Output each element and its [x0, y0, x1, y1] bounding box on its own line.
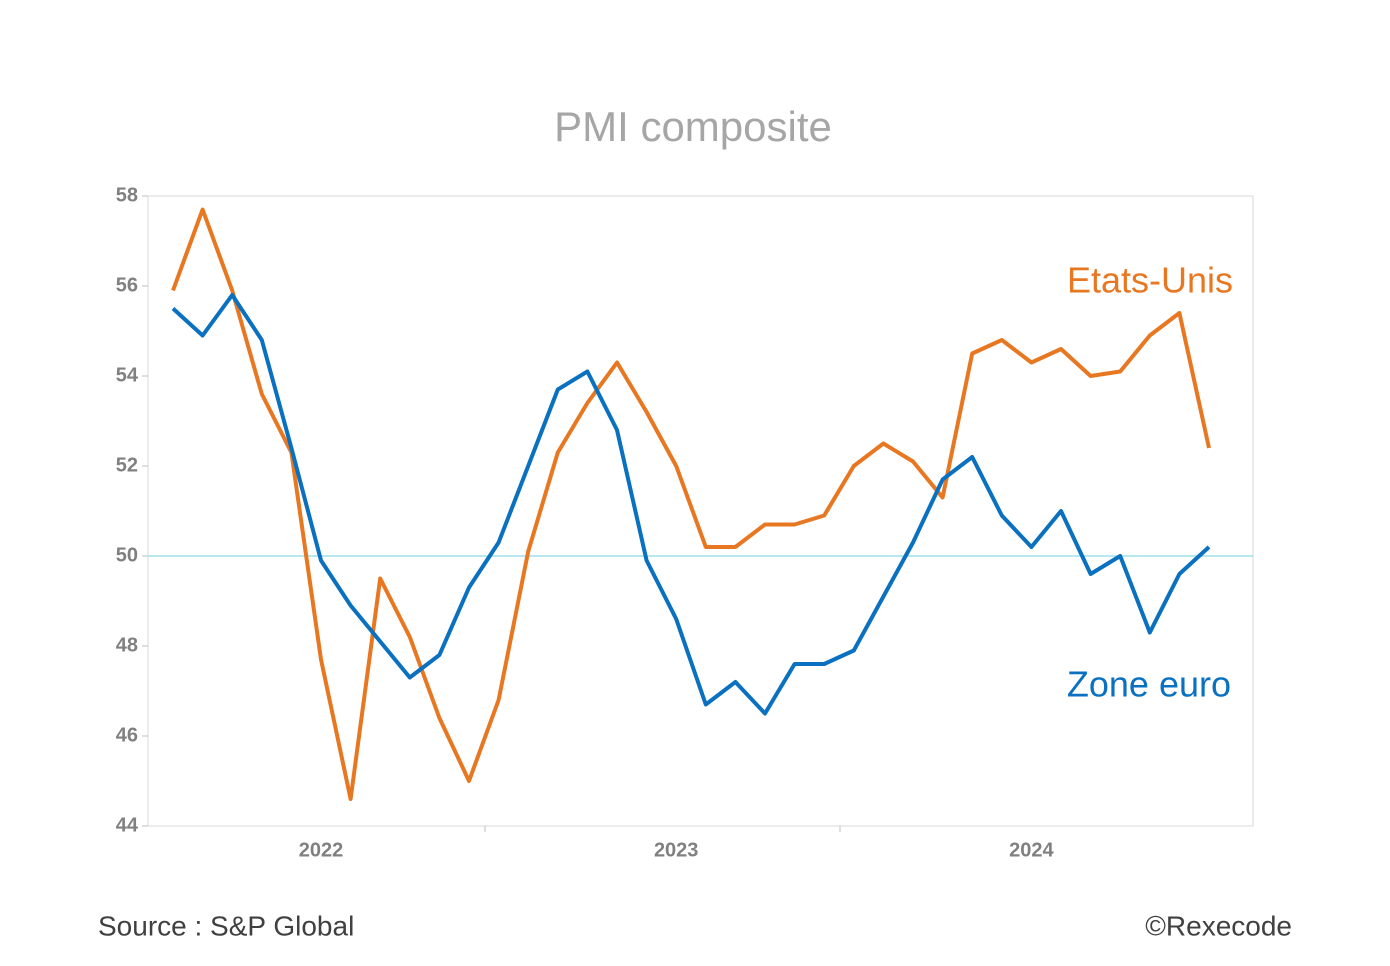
copyright: ©Rexecode: [1145, 910, 1292, 941]
series-line: [171, 293, 1211, 716]
y-tick-label: 44: [116, 814, 139, 836]
y-tick-label: 58: [116, 184, 138, 206]
y-tick-label: 48: [116, 634, 138, 656]
x-tick-label: 2024: [1009, 839, 1054, 861]
y-tick-label: 46: [116, 724, 138, 746]
y-tick-label: 50: [116, 544, 138, 566]
y-tick-label: 56: [116, 274, 138, 296]
x-tick-label: 2023: [654, 839, 699, 861]
y-tick-label: 54: [116, 364, 139, 386]
x-tick-label: 2022: [299, 839, 344, 861]
y-tick-label: 52: [116, 454, 138, 476]
chart-title: PMI composite: [554, 103, 832, 150]
plot-frame: [147, 195, 1254, 827]
series-line: [171, 207, 1211, 801]
series-label: Etats-Unis: [1067, 260, 1233, 301]
series-label: Zone euro: [1067, 664, 1231, 705]
source-note: Source : S&P Global: [98, 910, 354, 941]
